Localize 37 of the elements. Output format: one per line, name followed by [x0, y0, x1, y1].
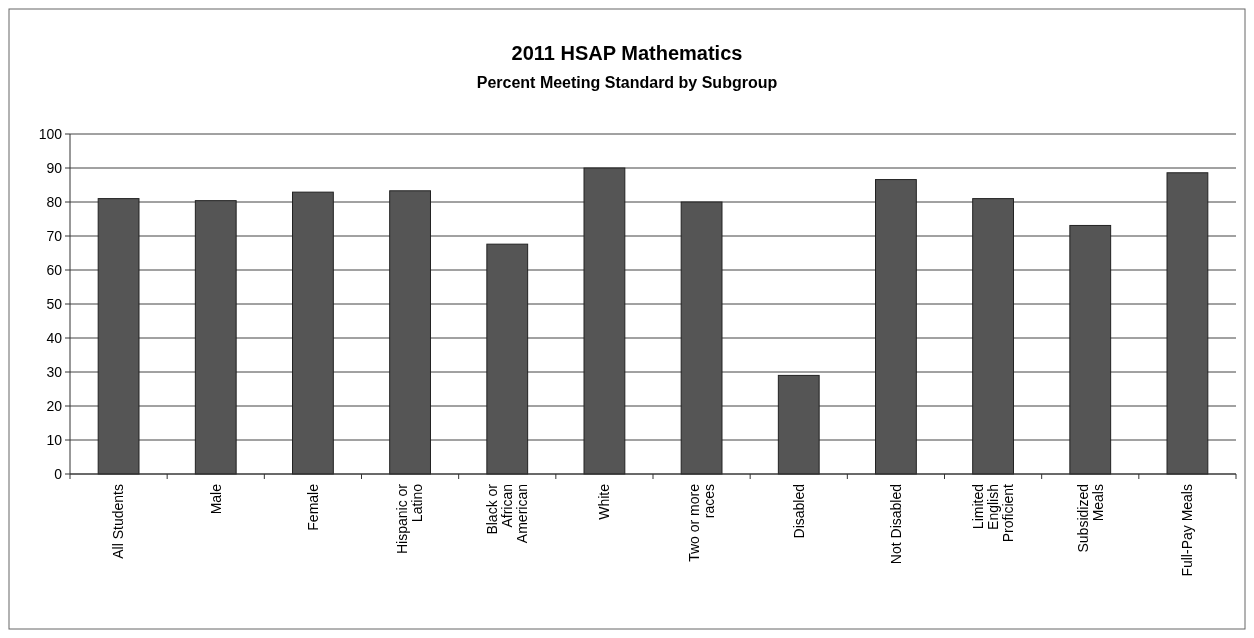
- y-tick-label: 60: [46, 261, 63, 278]
- bar: [292, 191, 334, 475]
- x-tick-label: Limited English Proficient: [969, 483, 1016, 543]
- bar: [1069, 224, 1112, 475]
- y-tick-label: 30: [46, 363, 63, 380]
- x-tick-label: Hispanic or Latino: [394, 483, 426, 555]
- bar: [486, 243, 529, 475]
- y-tick-label: 10: [46, 431, 63, 448]
- x-tick-label: Two or more races: [685, 483, 717, 562]
- y-tick-label: 100: [38, 125, 63, 142]
- bar: [875, 179, 917, 475]
- y-tick-label: 90: [46, 159, 63, 176]
- x-tick-label: Black or African American: [484, 483, 531, 544]
- bar: [972, 198, 1014, 475]
- x-tick-label: Subsidized Meals: [1074, 484, 1106, 553]
- bar: [777, 374, 820, 475]
- bar: [389, 190, 431, 475]
- bar: [680, 201, 723, 475]
- y-tick-label: 80: [46, 193, 63, 210]
- y-tick-label: 50: [46, 295, 63, 312]
- x-tick-label: Full-Pay Meals: [1179, 484, 1196, 577]
- y-tick-label: 0: [54, 465, 63, 482]
- bar: [583, 167, 626, 475]
- y-tick-label: 70: [46, 227, 63, 244]
- x-tick-label: Female: [304, 483, 321, 531]
- bar: [1166, 172, 1209, 475]
- x-tick-label: All Students: [110, 484, 127, 559]
- x-tick-label: Male: [207, 483, 224, 515]
- x-tick-label: Disabled: [790, 484, 807, 539]
- chart-subtitle: Percent Meeting Standard by Subgroup: [476, 74, 778, 91]
- y-tick-label: 20: [46, 397, 63, 414]
- y-tick-label: 40: [46, 329, 63, 346]
- x-tick-label: Not Disabled: [887, 484, 904, 565]
- bar: [194, 200, 237, 475]
- bar: [97, 198, 140, 475]
- chart-title: 2011 HSAP Mathematics: [511, 42, 743, 64]
- x-tick-label: White: [596, 483, 613, 520]
